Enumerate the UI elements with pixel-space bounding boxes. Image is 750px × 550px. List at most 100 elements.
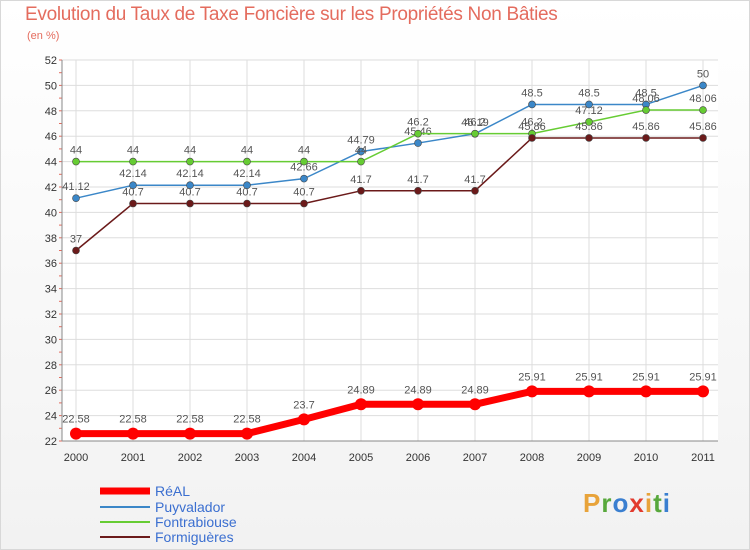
chart-title: Evolution du Taux de Taxe Foncière sur l… (25, 4, 558, 25)
data-point (300, 199, 308, 208)
data-label: 40.7 (179, 187, 200, 199)
data-point (127, 427, 139, 440)
data-label: 41.7 (407, 174, 428, 186)
logo-letter: t (653, 488, 663, 518)
data-point (243, 199, 251, 208)
y-tick-label: 50 (45, 80, 57, 92)
logo-letter: o (612, 488, 630, 518)
y-tick-label: 40 (45, 207, 57, 219)
data-point (528, 134, 536, 142)
data-point (471, 187, 479, 195)
data-label: 24.89 (347, 384, 375, 396)
data-label: 24.89 (461, 384, 489, 396)
data-label: 42.14 (176, 168, 204, 180)
data-label: 22.58 (233, 414, 261, 426)
data-label: 25.91 (632, 371, 660, 383)
data-label: 37 (70, 234, 82, 246)
logo-letter: i (662, 488, 671, 518)
x-tick-label: 2006 (406, 452, 430, 464)
y-tick-label: 36 (45, 258, 57, 270)
data-label: 22.58 (119, 414, 147, 426)
data-label: 44 (298, 145, 310, 157)
data-label: 46.2 (464, 117, 485, 129)
data-label: 42.66 (290, 162, 318, 174)
y-tick-label: 30 (45, 334, 57, 346)
y-tick-label: 32 (45, 309, 57, 321)
y-tick-label: 24 (45, 411, 57, 423)
data-label: 23.7 (293, 399, 314, 411)
logo-letter: x (629, 488, 645, 518)
legend-label: RéAL (155, 483, 190, 499)
x-tick-label: 2002 (178, 452, 202, 464)
data-point (300, 157, 308, 166)
x-tick-label: 2011 (691, 452, 715, 464)
x-tick-label: 2008 (520, 452, 544, 464)
x-tick-label: 2004 (292, 452, 316, 464)
y-tick-label: 48 (45, 106, 57, 118)
data-point (241, 427, 253, 440)
data-label: 25.91 (518, 371, 546, 383)
data-point (526, 385, 538, 398)
data-point (585, 118, 593, 126)
data-label: 44 (127, 145, 139, 157)
logo-letter: r (601, 488, 613, 518)
data-label: 41.7 (350, 174, 371, 186)
proxiti-logo: Proxiti (583, 488, 671, 519)
chart-subtitle: (en %) (27, 30, 60, 42)
data-label: 44 (184, 145, 196, 157)
data-label: 44 (241, 145, 253, 157)
data-label: 24.89 (404, 384, 432, 396)
series-line-fontrabiouse (76, 109, 703, 163)
data-point (72, 194, 80, 202)
data-label: 25.91 (689, 371, 717, 383)
data-point (699, 134, 707, 142)
plot-area (62, 60, 718, 441)
y-tick-label: 46 (45, 131, 57, 143)
y-tick-label: 22 (45, 436, 57, 448)
y-tick-label: 34 (45, 284, 57, 296)
data-point (414, 129, 422, 138)
data-label: 47.12 (575, 105, 603, 117)
data-point (186, 181, 194, 190)
y-tick-label: 44 (45, 157, 57, 169)
x-tick-label: 2003 (235, 452, 259, 464)
data-label: 41.12 (62, 181, 90, 193)
legend-label: Formiguères (155, 529, 234, 545)
data-label: 40.7 (122, 187, 143, 199)
data-point (528, 100, 536, 109)
data-label: 45.86 (689, 121, 717, 133)
data-point (583, 385, 595, 398)
data-point (642, 106, 650, 114)
data-point (642, 134, 650, 142)
y-tick-label: 52 (45, 55, 57, 67)
data-point (697, 385, 709, 398)
series-line-réal (76, 387, 703, 438)
y-tick-label: 26 (45, 385, 57, 397)
series-line-formiguères (75, 137, 703, 252)
data-point (357, 187, 365, 195)
data-point (184, 427, 196, 440)
data-point (699, 81, 707, 90)
data-label: 22.58 (176, 414, 204, 426)
data-point (640, 385, 652, 398)
data-label: 48.06 (689, 93, 717, 105)
data-point (243, 181, 251, 190)
data-label: 40.7 (293, 187, 314, 199)
data-point (412, 398, 424, 411)
data-point (357, 157, 365, 166)
data-point (186, 157, 194, 166)
data-point (72, 157, 80, 166)
data-label: 48.5 (578, 87, 599, 99)
data-point (129, 157, 137, 166)
data-label: 48.5 (635, 87, 656, 99)
x-tick-label: 2000 (64, 452, 88, 464)
x-tick-label: 2007 (463, 452, 487, 464)
data-label: 44 (70, 145, 82, 157)
data-point (300, 174, 308, 183)
data-point (70, 427, 82, 440)
data-point (699, 106, 707, 114)
data-point (585, 134, 593, 142)
logo-letter: i (644, 488, 654, 518)
data-label: 46.2 (521, 117, 542, 129)
x-tick-label: 2005 (349, 452, 373, 464)
